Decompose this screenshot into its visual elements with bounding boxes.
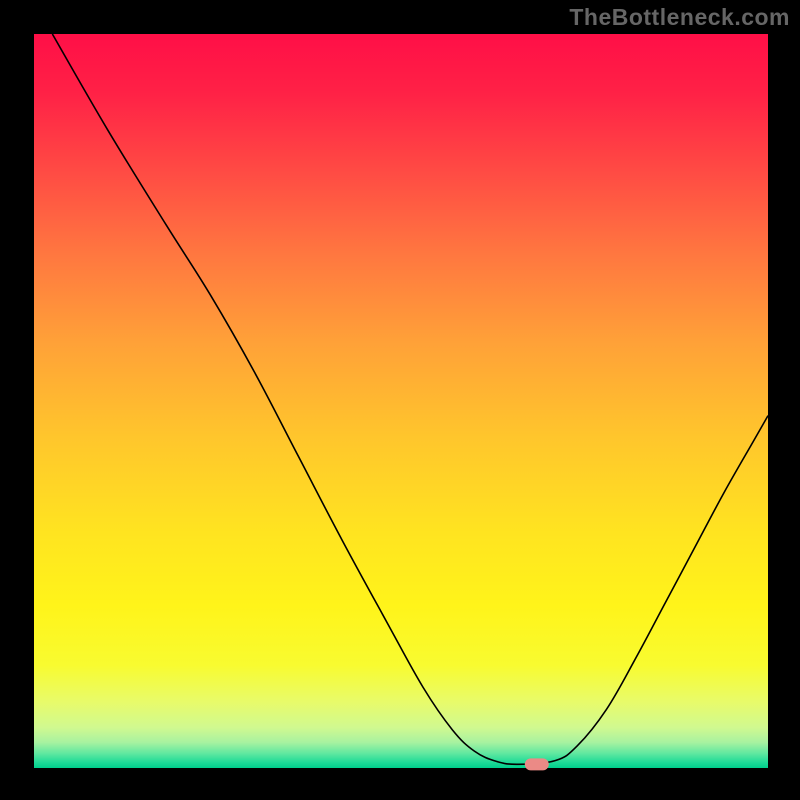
chart-background [34,34,768,768]
optimal-marker [525,758,549,770]
bottleneck-chart [0,0,800,800]
watermark-text: TheBottleneck.com [569,4,790,31]
